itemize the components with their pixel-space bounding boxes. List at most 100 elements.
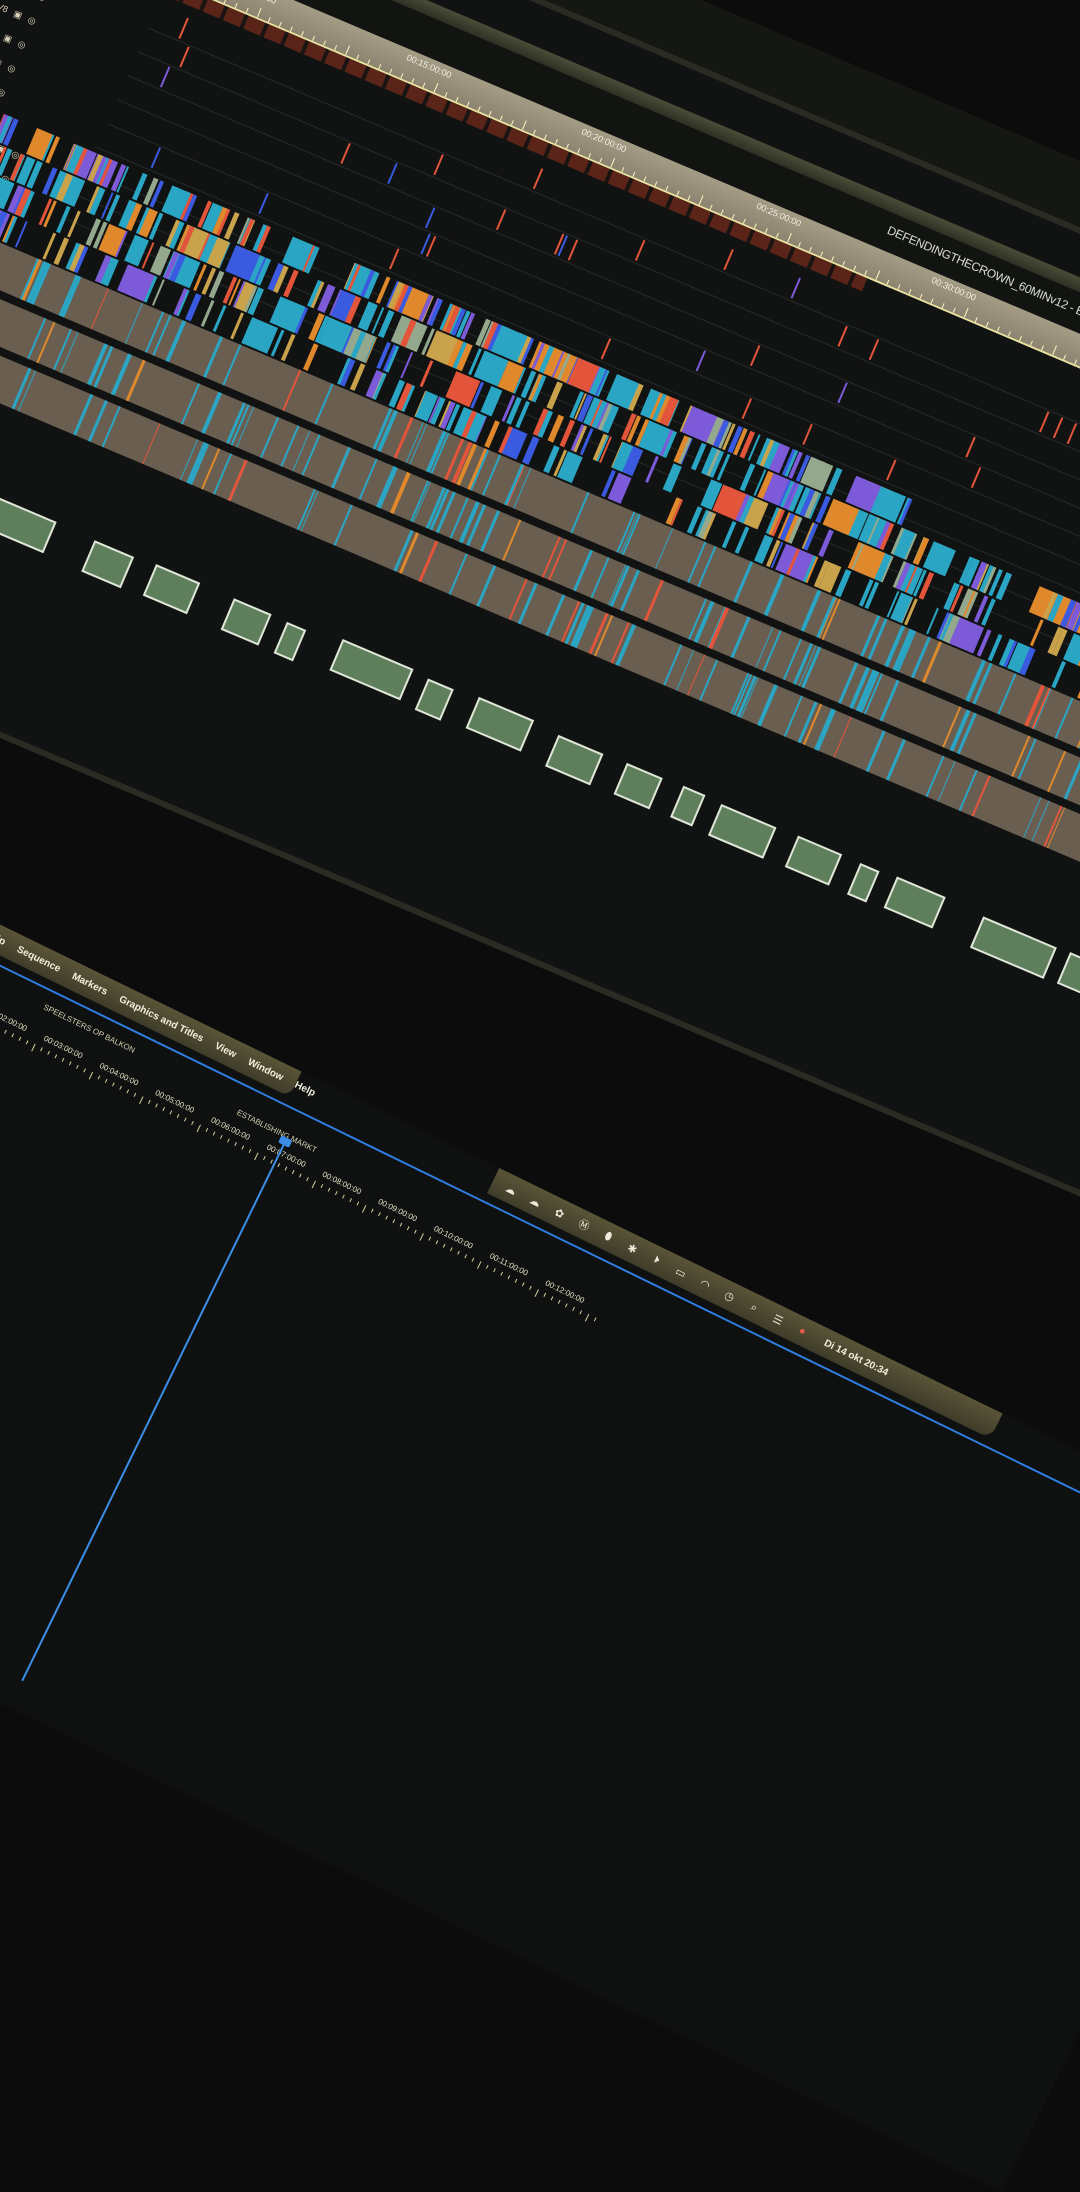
audio-clip[interactable] xyxy=(466,696,534,752)
audio-clip-marker[interactable] xyxy=(608,564,627,606)
audio-clip-marker[interactable] xyxy=(1017,738,1038,780)
audio-clip-marker[interactable] xyxy=(476,565,497,607)
video-clip[interactable] xyxy=(600,338,611,360)
audio-clip-marker[interactable] xyxy=(1063,757,1080,800)
audio-clip-marker[interactable] xyxy=(333,504,353,546)
audio-clip-marker[interactable] xyxy=(971,775,991,817)
video-clip[interactable] xyxy=(484,420,500,448)
video-clip[interactable] xyxy=(695,350,707,372)
video-clip[interactable] xyxy=(14,220,28,248)
audio-clip-marker[interactable] xyxy=(655,527,674,570)
eye-icon[interactable]: ◎ xyxy=(26,13,38,27)
video-clip[interactable] xyxy=(389,248,400,270)
video-clip[interactable] xyxy=(212,304,227,332)
audio-clip-marker[interactable] xyxy=(331,447,351,489)
battery-icon[interactable]: ▭ xyxy=(673,1265,689,1281)
video-clip[interactable] xyxy=(734,526,750,554)
video-clip[interactable] xyxy=(568,239,579,261)
video-clip[interactable] xyxy=(185,293,202,322)
audio-clip-marker[interactable] xyxy=(479,510,501,552)
audio-clip-marker[interactable] xyxy=(942,706,961,748)
audio-clip-marker[interactable] xyxy=(754,626,774,668)
audio-clip-marker[interactable] xyxy=(425,430,447,473)
audio-clip[interactable] xyxy=(613,763,663,810)
audio-clip-marker[interactable] xyxy=(58,274,79,317)
audio-clip[interactable] xyxy=(414,678,454,722)
video-clip[interactable] xyxy=(387,162,398,184)
control-center-icon[interactable]: ☰ xyxy=(770,1312,785,1328)
film-icon[interactable]: ▣ xyxy=(2,31,14,45)
video-clip[interactable] xyxy=(1062,633,1080,666)
menu-item-clip[interactable]: Clip xyxy=(0,929,8,948)
audio-clip-marker[interactable] xyxy=(816,709,836,751)
video-clip[interactable] xyxy=(1051,660,1066,689)
eye-icon[interactable]: ◎ xyxy=(16,37,28,51)
audio-clip-marker[interactable] xyxy=(300,490,319,532)
video-clip[interactable] xyxy=(302,343,319,371)
audio-clip[interactable] xyxy=(0,490,57,553)
audio-clip-marker[interactable] xyxy=(60,331,79,373)
audio-clip-marker[interactable] xyxy=(152,314,172,356)
audio-clip-marker[interactable] xyxy=(228,459,248,502)
creative-cloud-icon[interactable]: ✿ xyxy=(552,1206,567,1221)
audio-clip[interactable] xyxy=(708,803,777,859)
audio-clip-marker[interactable] xyxy=(502,519,522,561)
audio-clip-marker[interactable] xyxy=(783,695,803,737)
video-clip[interactable] xyxy=(532,168,544,190)
video-clip[interactable] xyxy=(868,339,880,361)
audio-clip-marker[interactable] xyxy=(800,589,822,632)
audio-clip-marker[interactable] xyxy=(733,561,754,603)
video-clip[interactable] xyxy=(802,423,813,445)
audio-clip-marker[interactable] xyxy=(618,625,637,667)
audio-clip[interactable] xyxy=(970,916,1057,979)
video-clip[interactable] xyxy=(150,147,162,169)
eye-icon[interactable]: ◎ xyxy=(0,85,8,98)
video-clip[interactable] xyxy=(178,17,189,39)
menu-item-help[interactable]: Help xyxy=(292,1079,318,1099)
audio-clip-marker[interactable] xyxy=(833,716,853,758)
video-clip[interactable] xyxy=(432,154,444,176)
video-clip[interactable] xyxy=(723,249,734,271)
eye-icon[interactable]: ◎ xyxy=(36,0,48,3)
audio-clip-marker[interactable] xyxy=(165,320,186,362)
audio-clip[interactable] xyxy=(1057,952,1080,1012)
audio-clip-marker[interactable] xyxy=(222,344,242,386)
video-clip[interactable] xyxy=(722,521,737,549)
audio-clip-marker[interactable] xyxy=(141,423,160,464)
film-icon[interactable]: ▣ xyxy=(0,55,4,69)
audio-clip-marker[interactable] xyxy=(819,597,838,639)
video-clip[interactable] xyxy=(258,193,270,215)
audio-clip-marker[interactable] xyxy=(1022,797,1042,839)
menu-item-markers[interactable]: Markers xyxy=(70,970,110,998)
audio-clip-marker[interactable] xyxy=(358,458,378,500)
audio-clip-marker[interactable] xyxy=(763,574,785,616)
video-clip[interactable] xyxy=(425,207,436,229)
audio-clip-marker[interactable] xyxy=(125,359,146,402)
audio-clip-marker[interactable] xyxy=(27,318,46,360)
video-clip[interactable] xyxy=(1053,417,1064,439)
audio-clip-marker[interactable] xyxy=(644,579,664,622)
clock-icon[interactable]: ◷ xyxy=(722,1288,737,1304)
video-clip[interactable] xyxy=(480,385,503,417)
audio-clip-marker[interactable] xyxy=(762,630,782,672)
audio-clip-marker[interactable] xyxy=(1043,805,1062,847)
audio-clip-marker[interactable] xyxy=(314,383,334,425)
video-clip[interactable] xyxy=(201,300,215,327)
video-clip[interactable] xyxy=(495,208,507,230)
search-icon[interactable]: ⌕ xyxy=(748,1300,760,1315)
audio-clip-marker[interactable] xyxy=(124,302,144,344)
video-clip[interactable] xyxy=(837,325,848,347)
video-clip[interactable] xyxy=(741,398,753,420)
audio-clip[interactable] xyxy=(846,862,881,903)
m-icon[interactable]: Ⓜ xyxy=(575,1217,592,1234)
audio-clip[interactable] xyxy=(273,621,307,662)
menu-item-view[interactable]: View xyxy=(213,1040,239,1061)
audio-clip-marker[interactable] xyxy=(879,679,900,722)
audio-clip-marker[interactable] xyxy=(937,760,956,802)
playhead[interactable] xyxy=(21,1141,287,1682)
audio-clip-marker[interactable] xyxy=(482,454,502,496)
video-clip[interactable] xyxy=(965,436,976,458)
video-clip[interactable] xyxy=(159,66,171,88)
audio-clip-marker[interactable] xyxy=(867,618,888,660)
video-clip[interactable] xyxy=(178,46,190,68)
